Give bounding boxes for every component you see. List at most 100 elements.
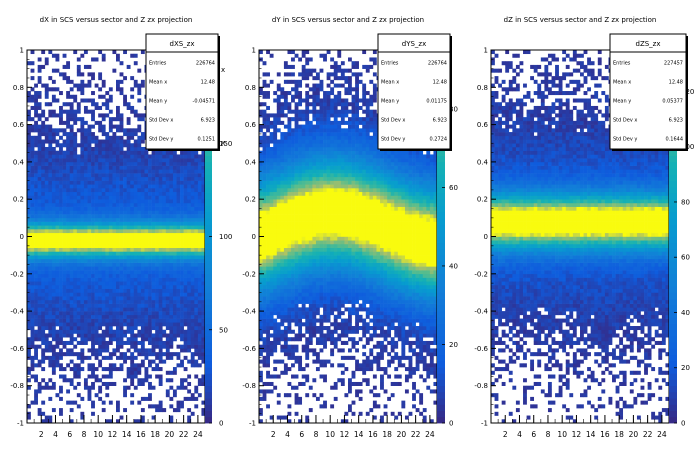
heatmap-cell — [162, 184, 166, 188]
heatmap-cell — [48, 289, 52, 293]
heatmap-cell — [287, 404, 291, 408]
heatmap-cell — [295, 125, 299, 129]
heatmap-cell — [112, 300, 116, 304]
heatmap-cell — [305, 266, 309, 270]
heatmap-cell — [105, 270, 109, 274]
heatmap-cell — [277, 337, 281, 341]
heatmap-cell — [144, 154, 148, 158]
heatmap-cell — [277, 360, 281, 364]
heatmap-cell — [59, 222, 63, 226]
heatmap-cell — [287, 367, 291, 371]
heatmap-cell — [137, 147, 141, 151]
heatmap-cell — [66, 281, 70, 285]
heatmap-cell — [59, 110, 63, 114]
heatmap-cell — [88, 210, 92, 214]
heatmap-cell — [173, 203, 177, 207]
heatmap-cell — [88, 322, 92, 326]
heatmap-cell — [273, 244, 277, 248]
heatmap-cell — [38, 300, 42, 304]
heatmap-cell — [73, 207, 77, 211]
heatmap-cell — [41, 173, 45, 177]
heatmap-cell — [148, 281, 152, 285]
heatmap-cell — [109, 173, 113, 177]
heatmap-cell — [63, 218, 67, 222]
heatmap-cell — [127, 263, 131, 267]
heatmap-cell — [312, 225, 316, 229]
heatmap-cell — [123, 222, 127, 226]
heatmap-cell — [259, 154, 263, 158]
heatmap-cell — [284, 136, 288, 140]
heatmap-cell — [59, 173, 63, 177]
heatmap-cell — [80, 140, 84, 144]
heatmap-cell — [73, 154, 77, 158]
heatmap-cell — [84, 341, 88, 345]
heatmap-cell — [291, 87, 295, 91]
heatmap-cell — [98, 397, 102, 401]
heatmap-cell — [148, 319, 152, 323]
heatmap-cell — [127, 307, 131, 311]
heatmap-cell — [80, 263, 84, 267]
heatmap-cell — [137, 162, 141, 166]
heatmap-cell — [127, 147, 131, 151]
heatmap-cell — [77, 263, 81, 267]
heatmap-cell — [84, 195, 88, 199]
heatmap-cell — [88, 80, 92, 84]
heatmap-cell — [173, 333, 177, 337]
heatmap-cell — [295, 225, 299, 229]
heatmap-cell — [259, 389, 263, 393]
heatmap-cell — [91, 375, 95, 379]
heatmap-cell — [309, 278, 313, 282]
heatmap-cell — [291, 207, 295, 211]
heatmap-cell — [184, 307, 188, 311]
heatmap-cell — [73, 322, 77, 326]
heatmap-cell — [109, 140, 113, 144]
heatmap-cell — [84, 210, 88, 214]
heatmap-cell — [80, 266, 84, 270]
heatmap-cell — [266, 270, 270, 274]
heatmap-cell — [45, 203, 49, 207]
heatmap-cell — [173, 240, 177, 244]
heatmap-cell — [66, 296, 70, 300]
heatmap-cell — [98, 162, 102, 166]
heatmap-cell — [273, 147, 277, 151]
heatmap-cell — [312, 203, 316, 207]
heatmap-cell — [287, 184, 291, 188]
heatmap-cell — [159, 382, 163, 386]
heatmap-cell — [259, 229, 263, 233]
heatmap-cell — [66, 341, 70, 345]
heatmap-cell — [38, 188, 42, 192]
heatmap-cell — [98, 285, 102, 289]
heatmap-cell — [152, 181, 156, 185]
heatmap-cell — [302, 333, 306, 337]
heatmap-cell — [55, 341, 59, 345]
heatmap-cell — [295, 300, 299, 304]
heatmap-cell — [287, 393, 291, 397]
heatmap-cell — [45, 311, 49, 315]
heatmap-cell — [144, 281, 148, 285]
heatmap-cell — [152, 177, 156, 181]
heatmap-cell — [266, 188, 270, 192]
heatmap-cell — [84, 214, 88, 218]
heatmap-cell — [277, 266, 281, 270]
heatmap-cell — [73, 289, 77, 293]
heatmap-cell — [295, 106, 299, 110]
heatmap-cell — [137, 169, 141, 173]
heatmap-cell — [31, 218, 35, 222]
heatmap-cell — [41, 158, 45, 162]
heatmap-cell — [45, 214, 49, 218]
heatmap-cell — [266, 50, 270, 54]
heatmap-cell — [194, 214, 198, 218]
heatmap-cell — [159, 345, 163, 349]
heatmap-cell — [102, 192, 106, 196]
palette-segment — [205, 317, 212, 324]
heatmap-cell — [59, 292, 63, 296]
heatmap-cell — [298, 225, 302, 229]
heatmap-cell — [109, 371, 113, 375]
heatmap-cell — [109, 319, 113, 323]
heatmap-cell — [159, 326, 163, 330]
heatmap-cell — [141, 233, 145, 237]
heatmap-cell — [191, 356, 195, 360]
heatmap-cell — [270, 140, 274, 144]
heatmap-cell — [180, 263, 184, 267]
heatmap-cell — [38, 195, 42, 199]
